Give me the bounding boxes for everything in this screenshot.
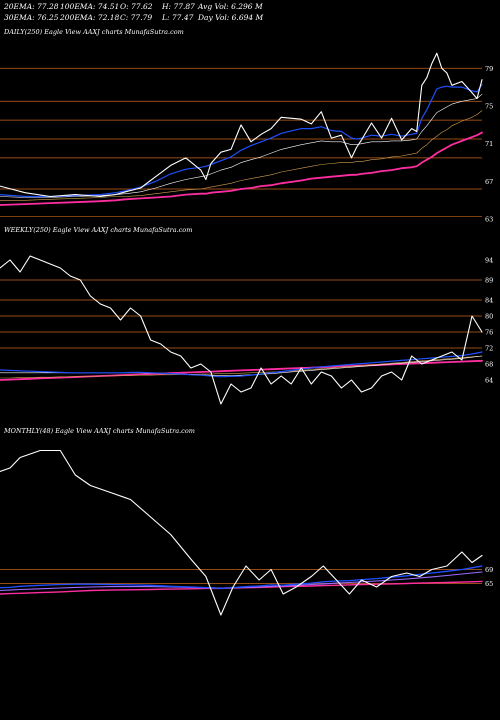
monthly-panel-title: MONTHLY(48) Eagle View AAXJ charts Munaf…: [3, 427, 195, 435]
weekly-ytick-label-2: 84: [485, 297, 493, 305]
monthly-ytick-label-0: 69: [485, 566, 493, 574]
weekly-ytick-label-5: 72: [485, 345, 493, 353]
ema200-readout: 200EMA: 72.18: [59, 13, 119, 22]
open-readout: O: 77.62: [120, 2, 153, 11]
daily-ytick-label-0: 79: [485, 65, 493, 73]
daily-price-line: [0, 52, 483, 198]
monthly-ema-line-2: [0, 571, 483, 592]
weekly-ema-line-1: [0, 351, 483, 378]
weekly-ytick-label-6: 68: [485, 361, 493, 369]
daily-ytick-label-4: 63: [485, 216, 493, 224]
daily-ema-line-4: [0, 131, 483, 206]
weekly-ema-line-4: [0, 359, 483, 381]
daily-ytick-label-3: 67: [485, 178, 493, 186]
daily-panel-title: DAILY(250) Eagle View AAXJ charts Munafa…: [3, 28, 184, 36]
avg-vol-readout: Avg Vol: 6.296 M: [197, 2, 263, 11]
weekly-panel-title: WEEKLY(250) Eagle View AAXJ charts Munaf…: [4, 226, 192, 234]
weekly-ytick-label-4: 76: [485, 329, 493, 337]
weekly-price-line: [0, 255, 483, 405]
weekly-ytick-label-1: 89: [485, 277, 493, 285]
daily-ytick-label-2: 71: [485, 140, 493, 148]
daily-ema-line-2: [0, 93, 483, 198]
weekly-ema-line-3: [0, 355, 483, 379]
weekly-ytick-label-0: 94: [485, 257, 493, 265]
monthly-price-line: [0, 449, 483, 616]
low-readout: L: 77.47: [161, 13, 194, 22]
day-vol-readout: Day Vol: 6.694 M: [197, 13, 264, 22]
ema20-readout: 20EMA: 77.28: [3, 2, 59, 11]
daily-ytick-label-1: 75: [485, 103, 493, 111]
daily-ema-line-1: [0, 83, 483, 198]
weekly-ytick-label-3: 80: [485, 313, 493, 321]
daily-ema-line-3: [0, 110, 483, 201]
ema30-readout: 30EMA: 76.25: [4, 13, 59, 22]
weekly-ytick-label-7: 64: [485, 377, 493, 385]
high-readout: H: 77.87: [161, 2, 195, 11]
ema100-readout: 100EMA: 74.51: [60, 2, 119, 11]
monthly-ytick-label-1: 65: [485, 580, 493, 588]
close-readout: C: 77.79: [120, 13, 152, 22]
